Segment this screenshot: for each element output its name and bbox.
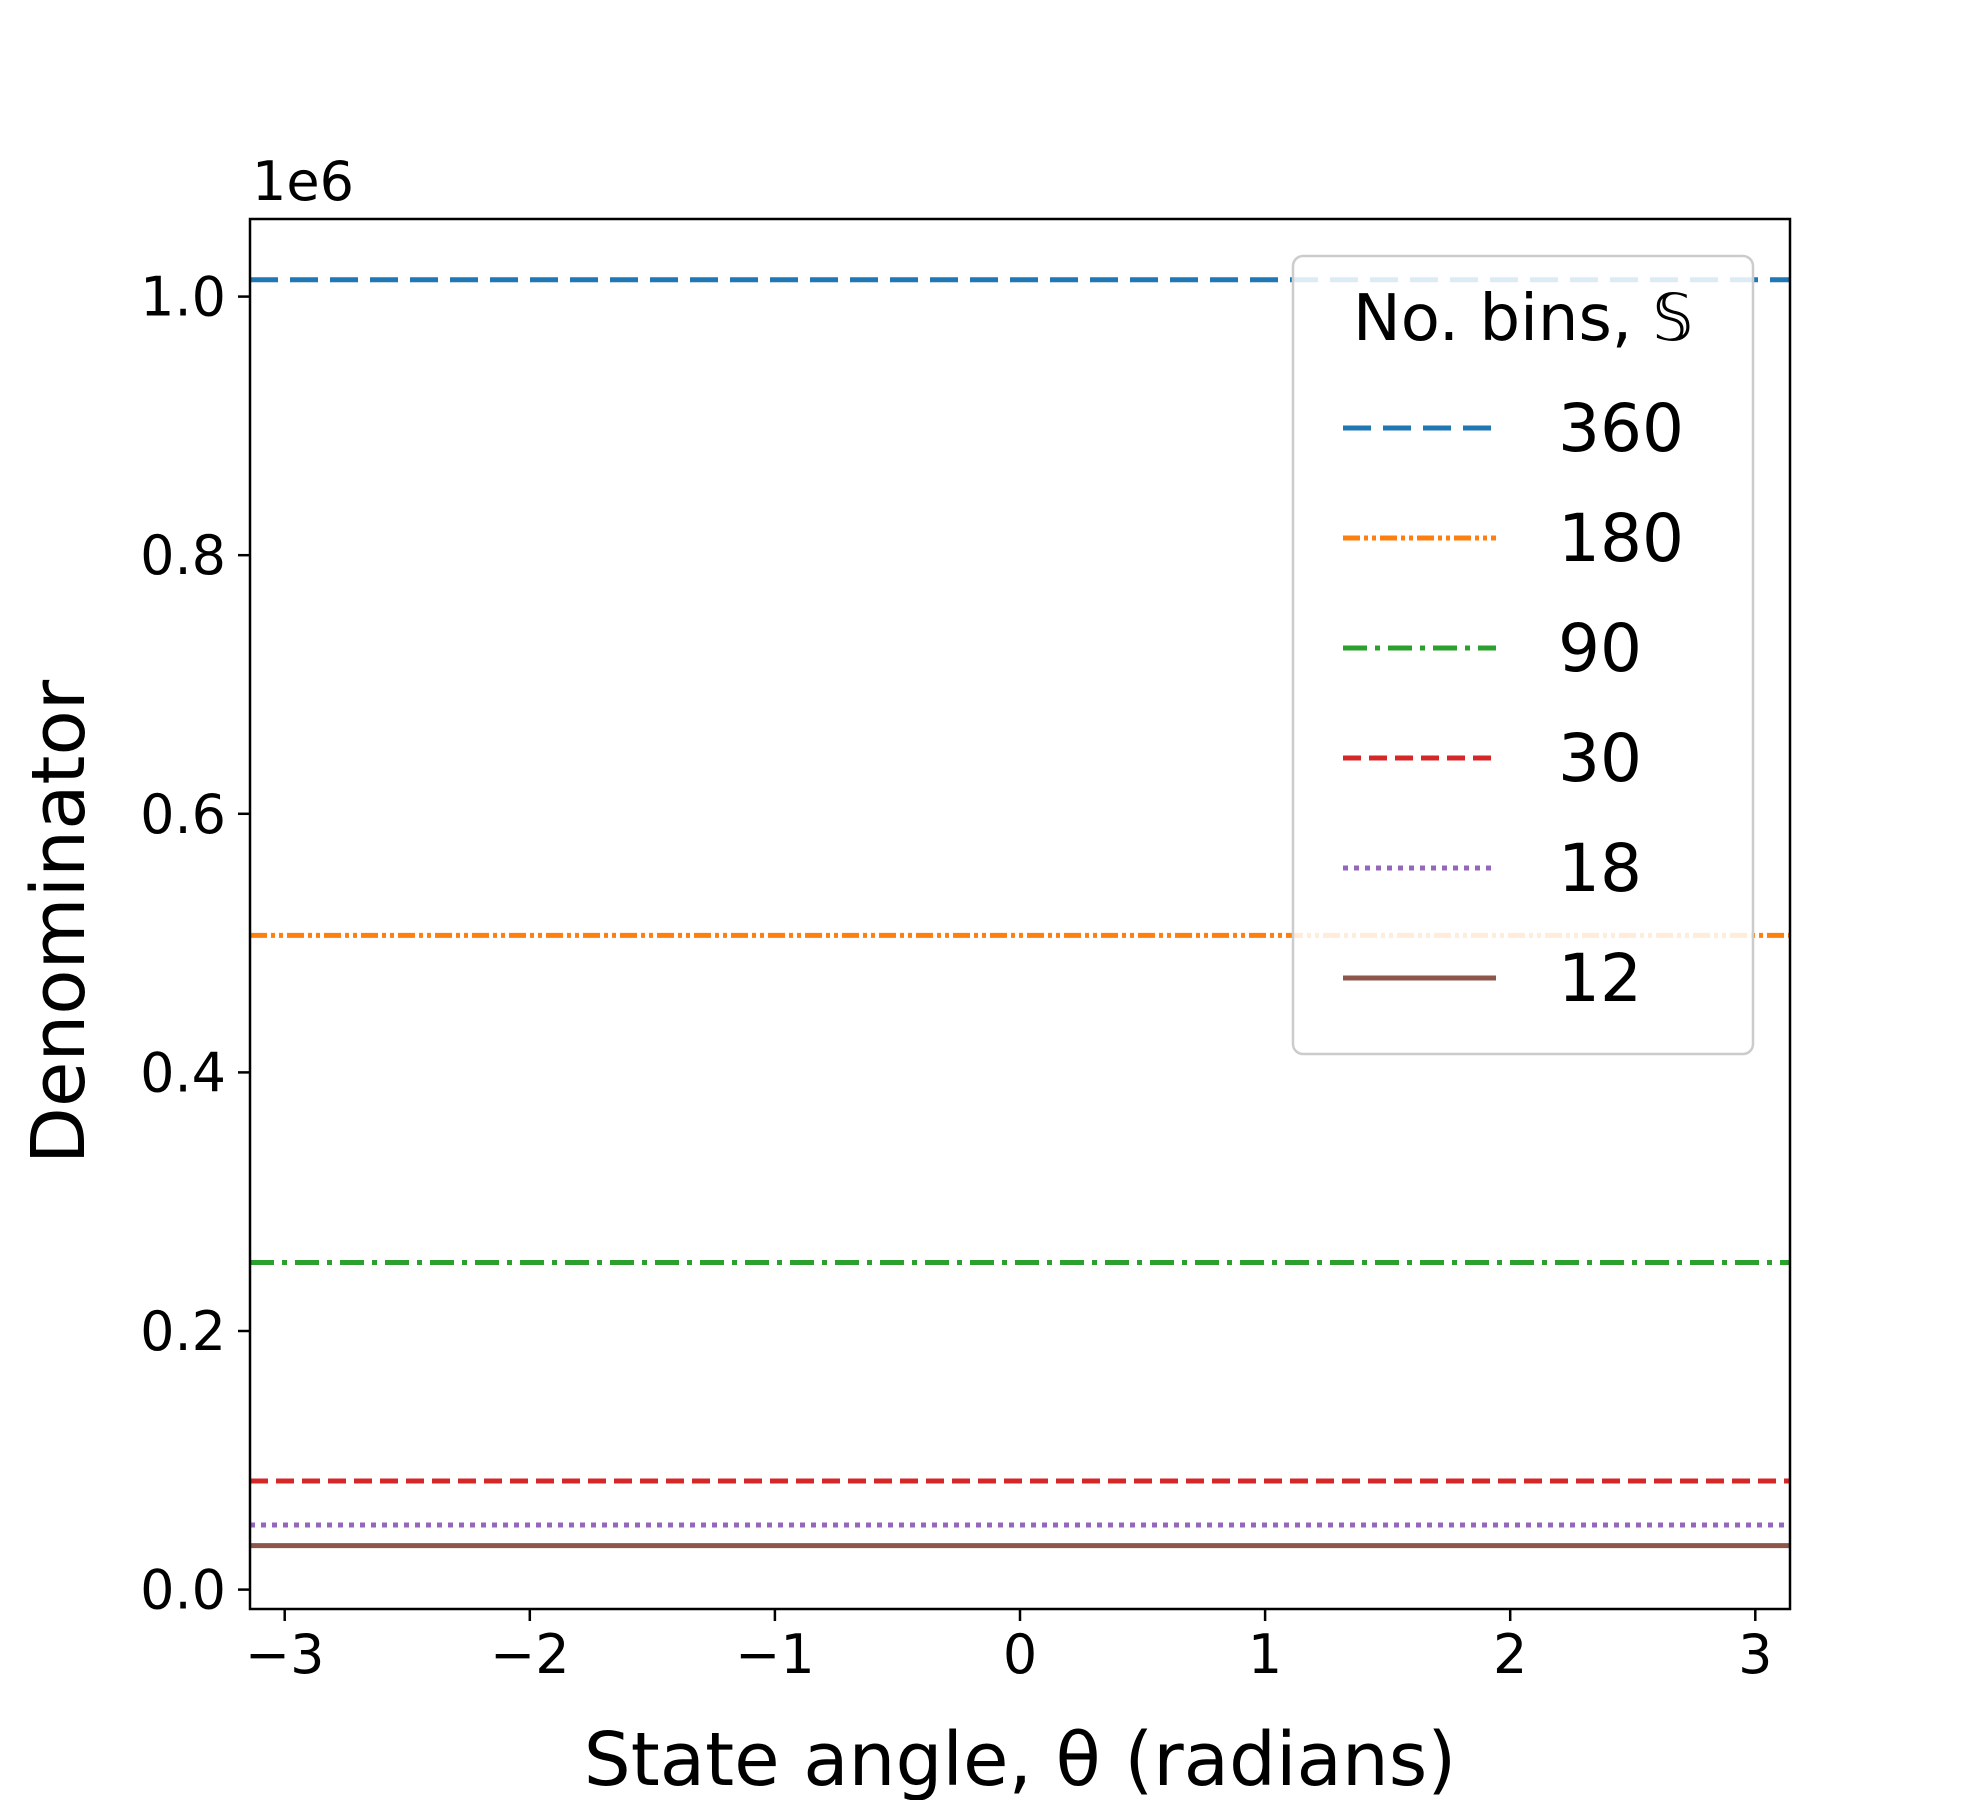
x-axis: −3 −2 −1 0 1 2 3	[245, 1609, 1772, 1686]
legend-label-360: 360	[1558, 390, 1684, 467]
legend-label-90: 90	[1558, 610, 1642, 687]
y-tick-label: 0.8	[140, 524, 226, 587]
y-axis: 0.0 0.2 0.4 0.6 0.8 1.0	[140, 266, 250, 1622]
y-tick-label: 1.0	[140, 266, 226, 329]
x-tick-label: 1	[1248, 1623, 1282, 1686]
y-tick-label: 0.6	[140, 783, 226, 846]
y-offset-label: 1e6	[252, 150, 354, 213]
legend-label-12: 12	[1558, 940, 1642, 1017]
y-axis-label: Denominator	[16, 679, 102, 1164]
legend-label-180: 180	[1558, 500, 1684, 577]
x-tick-label: 3	[1738, 1623, 1772, 1686]
legend-title: No. bins, 𝕊	[1353, 282, 1693, 356]
legend-label-18: 18	[1558, 830, 1642, 907]
x-tick-label: 0	[1003, 1623, 1037, 1686]
x-tick-label: −2	[490, 1623, 570, 1686]
legend: No. bins, 𝕊 360 180 90 30 18 12	[1291, 254, 1755, 1056]
x-tick-label: 2	[1493, 1623, 1527, 1686]
legend-box	[1291, 254, 1755, 1056]
x-tick-label: −3	[245, 1623, 325, 1686]
x-axis-label: State angle, θ (radians)	[584, 1717, 1456, 1800]
legend-label-30: 30	[1558, 720, 1642, 797]
y-tick-label: 0.0	[140, 1559, 226, 1622]
x-tick-label: −1	[735, 1623, 815, 1686]
legend-entries: 360 180 90 30 18 12	[1343, 390, 1684, 1017]
y-tick-label: 0.4	[140, 1041, 226, 1104]
y-tick-label: 0.2	[140, 1300, 226, 1363]
